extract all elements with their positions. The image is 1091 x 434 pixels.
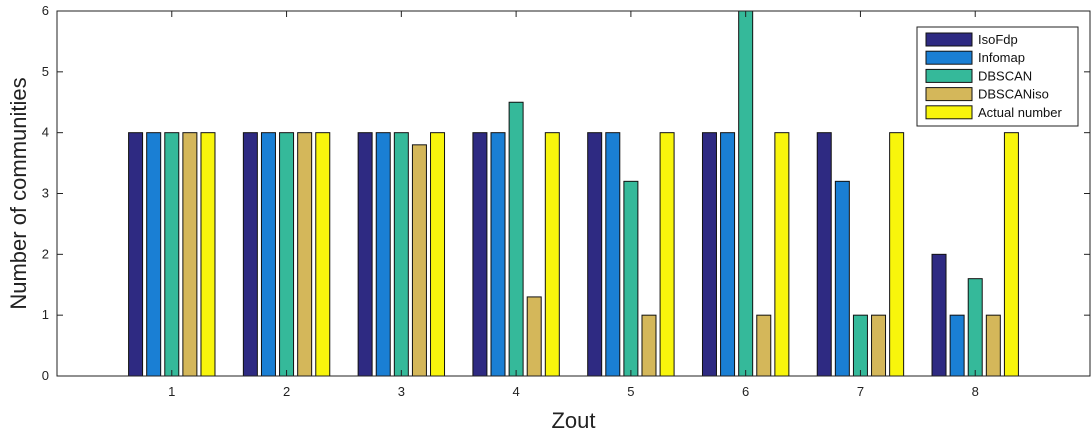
y-tick-label: 2 (42, 246, 49, 261)
bar-dbscaniso-4 (526, 296, 542, 377)
bar-infomap-2 (260, 132, 276, 377)
legend-label: IsoFdp (978, 32, 1018, 47)
bar-isofdp-4 (472, 132, 488, 377)
legend-swatch (925, 87, 973, 102)
x-tick-label: 6 (742, 384, 749, 399)
bar-dbscaniso-7 (871, 314, 887, 377)
bar-infomap-3 (375, 132, 391, 377)
bar-actual-number-2 (315, 132, 331, 377)
x-tick-label: 2 (283, 384, 290, 399)
bar-infomap-7 (834, 180, 850, 377)
bar-dbscan-5 (623, 180, 639, 377)
bar-dbscaniso-5 (641, 314, 657, 377)
bar-dbscan-7 (852, 314, 868, 377)
y-axis-ticks: 0 1 2 3 4 5 6 (42, 3, 1090, 383)
y-tick-label: 0 (42, 368, 49, 383)
bar-actual-number-7 (889, 132, 905, 377)
x-tick-label: 1 (168, 384, 175, 399)
y-tick-label: 3 (42, 186, 49, 201)
bar-actual-number-4 (544, 132, 560, 377)
bars-group (128, 10, 1019, 377)
bar-infomap-5 (605, 132, 621, 377)
bar-dbscaniso-1 (182, 132, 198, 377)
bar-actual-number-1 (200, 132, 216, 377)
bar-dbscaniso-3 (411, 144, 427, 377)
x-tick-label: 5 (627, 384, 634, 399)
bar-infomap-1 (146, 132, 162, 377)
legend-swatch (925, 50, 973, 65)
bar-dbscan-4 (508, 101, 524, 377)
bar-infomap-4 (490, 132, 506, 377)
bar-isofdp-8 (931, 253, 947, 377)
bar-dbscaniso-8 (985, 314, 1001, 377)
bar-infomap-8 (949, 314, 965, 377)
bar-dbscan-2 (279, 132, 295, 377)
bar-isofdp-7 (816, 132, 832, 377)
y-tick-label: 5 (42, 64, 49, 79)
bar-actual-number-6 (774, 132, 790, 377)
bar-infomap-6 (720, 132, 736, 377)
legend-swatch (925, 105, 973, 120)
legend-label: DBSCANiso (978, 87, 1049, 102)
bar-dbscaniso-2 (297, 132, 313, 377)
bar-dbscaniso-6 (756, 314, 772, 377)
legend-label: Infomap (978, 50, 1025, 65)
bar-isofdp-1 (128, 132, 144, 377)
bar-isofdp-5 (587, 132, 603, 377)
x-axis-ticks: 1 2 3 4 5 6 7 8 (168, 11, 979, 399)
x-tick-label: 3 (398, 384, 405, 399)
x-tick-label: 4 (512, 384, 519, 399)
bar-isofdp-2 (242, 132, 258, 377)
bar-actual-number-5 (659, 132, 675, 377)
y-tick-label: 6 (42, 3, 49, 18)
x-tick-label: 7 (857, 384, 864, 399)
y-tick-label: 4 (42, 125, 49, 140)
legend-swatch (925, 32, 973, 47)
y-tick-label: 1 (42, 307, 49, 322)
bar-dbscan-1 (164, 132, 180, 377)
legend: IsoFdp Infomap DBSCAN DBSCANiso Actual numbe… (916, 26, 1079, 127)
bar-isofdp-3 (357, 132, 373, 377)
bar-actual-number-3 (430, 132, 446, 377)
bar-isofdp-6 (701, 132, 717, 377)
bar-dbscan-8 (967, 278, 983, 377)
x-tick-label: 8 (972, 384, 979, 399)
legend-label: Actual number (978, 105, 1062, 120)
y-axis-label: Number of communities (6, 77, 31, 309)
bar-actual-number-8 (1003, 132, 1019, 377)
bar-dbscan-6 (738, 10, 754, 377)
legend-swatch (925, 68, 973, 83)
x-axis-label: Zout (551, 408, 595, 433)
bar-dbscan-3 (393, 132, 409, 377)
legend-label: DBSCAN (978, 68, 1032, 83)
